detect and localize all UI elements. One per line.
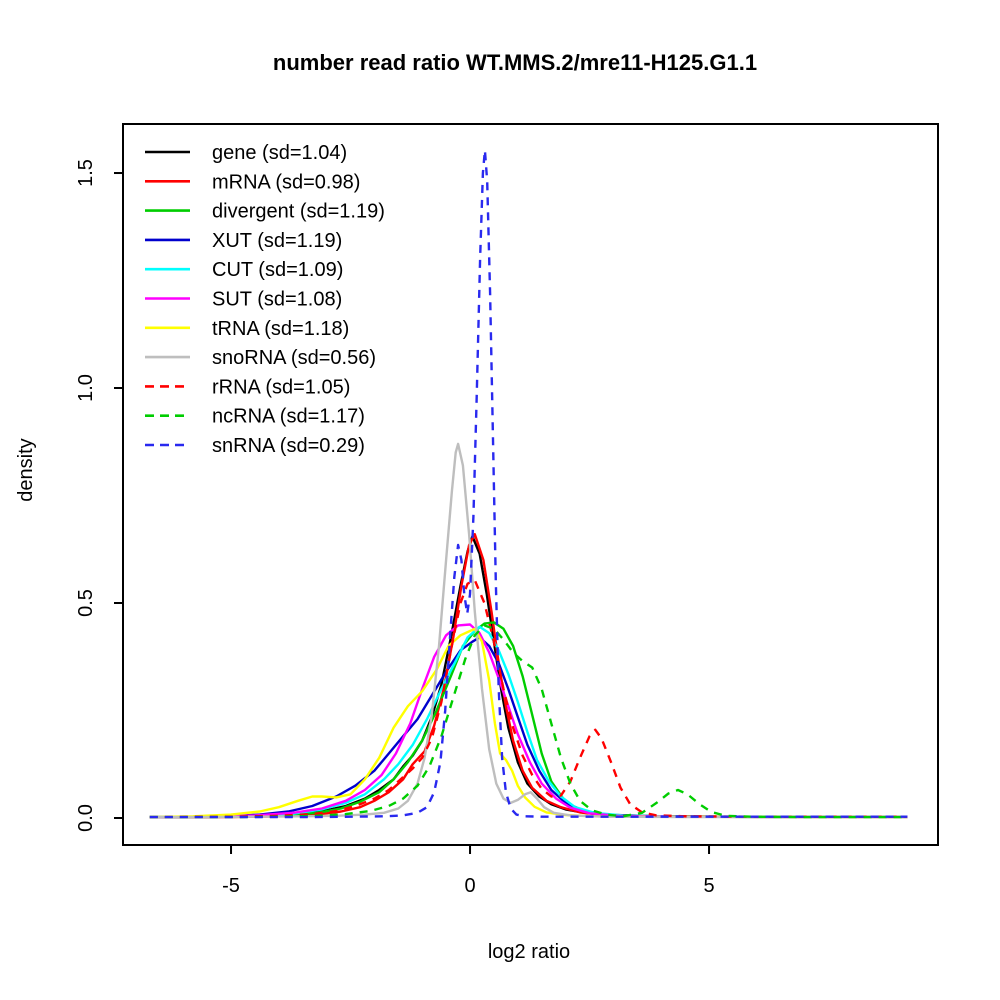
legend-item-XUT: XUT (sd=1.19) xyxy=(145,230,342,252)
y-axis-title: density xyxy=(15,438,37,501)
legend-item-rRNA: rRNA (sd=1.05) xyxy=(145,376,350,398)
legend-item-mRNA: mRNA (sd=0.98) xyxy=(145,171,360,193)
legend-item-snRNA: snRNA (sd=0.29) xyxy=(145,435,365,457)
legend-item-SUT: SUT (sd=1.08) xyxy=(145,289,342,311)
legend-label-SUT: SUT (sd=1.08) xyxy=(212,289,342,311)
x-tick-label: 0 xyxy=(464,875,475,897)
density-curve-mRNA xyxy=(149,533,908,819)
legend-label-snoRNA: snoRNA (sd=0.56) xyxy=(212,347,376,369)
legend: gene (sd=1.04) mRNA (sd=0.98) divergent (s… xyxy=(145,142,385,457)
legend-label-mRNA: mRNA (sd=0.98) xyxy=(212,171,360,193)
y-tick-label: 1.0 xyxy=(75,374,97,402)
density-curve-SUT xyxy=(149,623,908,819)
legend-item-gene: gene (sd=1.04) xyxy=(145,142,347,164)
axes: -5 0 5 0.0 0.5 1.0 1.5 xyxy=(75,123,939,897)
density-curve-tRNA xyxy=(149,627,908,819)
legend-item-CUT: CUT (sd=1.09) xyxy=(145,259,343,281)
chart-title: number read ratio WT.MMS.2/mre11-H125.G1… xyxy=(273,50,757,75)
density-curve-snRNA xyxy=(149,148,908,819)
y-tick-label: 1.5 xyxy=(75,159,97,187)
plot-border xyxy=(122,123,939,846)
density-curves xyxy=(149,148,908,819)
legend-item-divergent: divergent (sd=1.19) xyxy=(145,201,385,223)
y-tick-label: 0.5 xyxy=(75,589,97,617)
y-tick-label: 0.0 xyxy=(75,804,97,832)
density-curve-snoRNA xyxy=(149,442,908,819)
legend-label-ncRNA: ncRNA (sd=1.17) xyxy=(212,406,365,428)
legend-label-rRNA: rRNA (sd=1.05) xyxy=(212,376,350,398)
density-curve-gene xyxy=(149,535,908,819)
density-curve-CUT xyxy=(149,625,908,819)
legend-label-CUT: CUT (sd=1.09) xyxy=(212,259,343,281)
x-tick-label: -5 xyxy=(222,875,240,897)
x-tick-label: 5 xyxy=(703,875,714,897)
legend-label-tRNA: tRNA (sd=1.18) xyxy=(212,318,349,340)
legend-item-snoRNA: snoRNA (sd=0.56) xyxy=(145,347,376,369)
legend-item-ncRNA: ncRNA (sd=1.17) xyxy=(145,406,365,428)
density-curve-ncRNA xyxy=(149,624,908,819)
legend-item-tRNA: tRNA (sd=1.18) xyxy=(145,318,349,340)
density-curve-divergent xyxy=(149,621,908,819)
legend-label-gene: gene (sd=1.04) xyxy=(212,142,347,164)
density-curve-rRNA xyxy=(149,579,908,819)
x-axis-title: log2 ratio xyxy=(488,941,570,963)
legend-label-divergent: divergent (sd=1.19) xyxy=(212,201,385,223)
legend-label-XUT: XUT (sd=1.19) xyxy=(212,230,342,252)
legend-label-snRNA: snRNA (sd=0.29) xyxy=(212,435,365,457)
